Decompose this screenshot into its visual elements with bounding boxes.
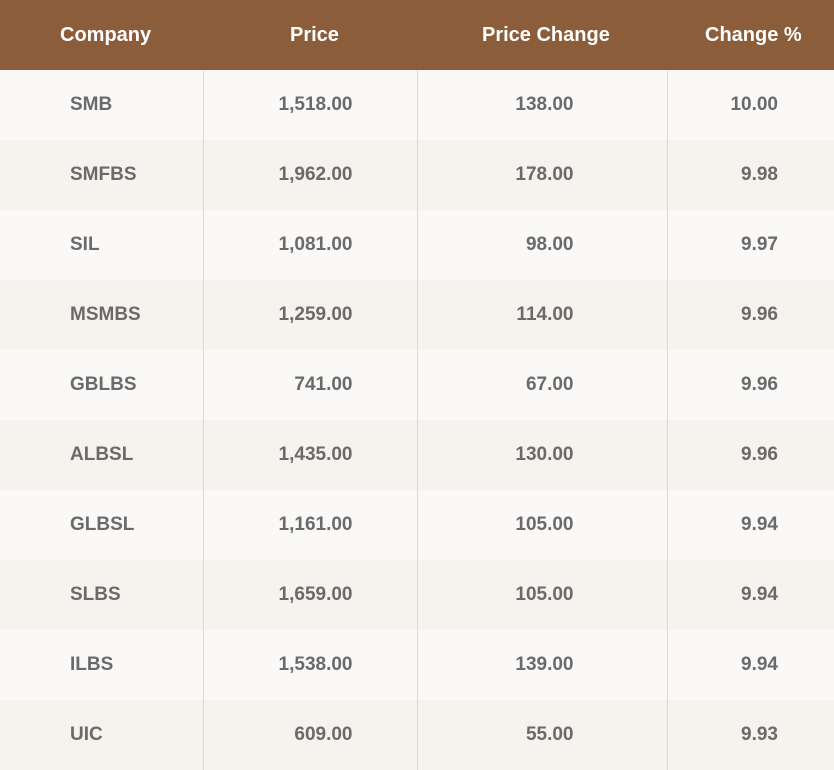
change-percent-cell: 9.94 [666,630,834,700]
price-cell: 1,538.00 [202,630,417,700]
change-percent-cell: 9.93 [666,700,834,770]
price-cell: 1,161.00 [202,490,417,560]
price-cell: 1,518.00 [202,70,417,140]
header-price-change[interactable]: Price Change [417,0,667,70]
price-cell: 1,962.00 [202,140,417,210]
price-cell: 1,435.00 [202,420,417,490]
table-row: ILBS 1,538.00 139.00 9.94 [0,630,834,700]
change-percent-cell: 9.94 [666,560,834,630]
price-change-cell: 178.00 [416,140,667,210]
table-row: UIC 609.00 55.00 9.93 [0,700,834,770]
table-row: SLBS 1,659.00 105.00 9.94 [0,560,834,630]
company-cell: MSMBS [0,280,203,350]
company-cell: GBLBS [0,350,203,420]
change-percent-cell: 9.96 [666,350,834,420]
price-change-cell: 105.00 [416,490,667,560]
company-cell: GLBSL [0,490,203,560]
company-cell: UIC [0,700,203,770]
company-cell: SIL [0,210,203,280]
price-change-cell: 114.00 [416,280,667,350]
price-change-cell: 130.00 [416,420,667,490]
change-percent-cell: 9.97 [666,210,834,280]
table-row: MSMBS 1,259.00 114.00 9.96 [0,280,834,350]
change-percent-cell: 10.00 [666,70,834,140]
price-cell: 1,081.00 [202,210,417,280]
change-percent-cell: 9.94 [666,490,834,560]
company-cell: ALBSL [0,420,203,490]
company-cell: SMFBS [0,140,203,210]
table-row: SMFBS 1,962.00 178.00 9.98 [0,140,834,210]
price-cell: 609.00 [202,700,417,770]
header-price[interactable]: Price [203,0,417,70]
table-row: GLBSL 1,161.00 105.00 9.94 [0,490,834,560]
price-change-cell: 105.00 [416,560,667,630]
change-percent-cell: 9.98 [666,140,834,210]
price-change-cell: 138.00 [416,70,667,140]
table-row: SMB 1,518.00 138.00 10.00 [0,70,834,140]
change-percent-cell: 9.96 [666,280,834,350]
price-cell: 741.00 [202,350,417,420]
table-row: ALBSL 1,435.00 130.00 9.96 [0,420,834,490]
table-row: SIL 1,081.00 98.00 9.97 [0,210,834,280]
price-change-cell: 98.00 [416,210,667,280]
header-company[interactable]: Company [0,0,203,70]
price-change-cell: 67.00 [416,350,667,420]
price-cell: 1,259.00 [202,280,417,350]
change-percent-cell: 9.96 [666,420,834,490]
header-row: Company Price Price Change Change % [0,0,834,70]
price-change-cell: 55.00 [416,700,667,770]
header-change-percent[interactable]: Change % [667,0,834,70]
price-change-cell: 139.00 [416,630,667,700]
company-cell: SMB [0,70,203,140]
company-cell: ILBS [0,630,203,700]
price-cell: 1,659.00 [202,560,417,630]
table-row: GBLBS 741.00 67.00 9.96 [0,350,834,420]
company-cell: SLBS [0,560,203,630]
